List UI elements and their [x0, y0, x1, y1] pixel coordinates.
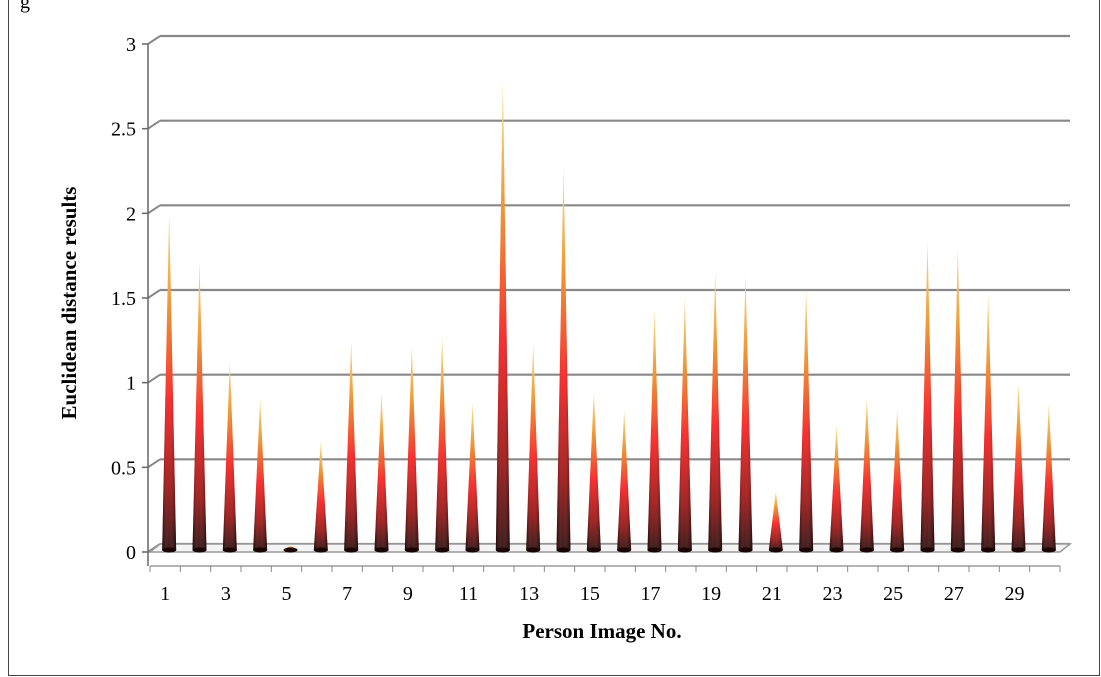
x-tick-label: 13 [519, 583, 539, 605]
bar [738, 274, 753, 553]
gridline-connector [147, 373, 161, 384]
bar [1041, 403, 1056, 553]
bar [981, 293, 996, 553]
x-tick-label: 3 [221, 583, 231, 605]
y-tick-label: 2.5 [111, 119, 136, 141]
cone-bars [162, 78, 1056, 553]
gridline-connector [147, 289, 161, 299]
chart-frame [8, 0, 1100, 676]
bar [526, 344, 541, 553]
x-tick-label: 21 [762, 583, 782, 605]
caption-fragment: g [20, 0, 30, 13]
x-tick-label: 9 [403, 583, 413, 605]
y-tick-label: 1.5 [111, 288, 136, 310]
x-tick-label: 25 [883, 583, 903, 605]
bar [374, 393, 389, 553]
bar [222, 361, 237, 553]
bar [617, 410, 632, 553]
x-tick-label: 5 [282, 583, 292, 605]
x-axis-title: Person Image No. [522, 619, 681, 643]
bar [1011, 383, 1026, 553]
y-tick-label: 2 [126, 203, 136, 225]
bar [495, 78, 510, 553]
bar [920, 241, 935, 553]
gridline-connector [147, 119, 161, 130]
y-axis-title: Euclidean distance results [57, 187, 81, 420]
x-tick-label: 17 [641, 583, 661, 605]
x-tick-label: 27 [944, 583, 964, 605]
x-tick-label: 11 [459, 583, 478, 605]
bar [313, 440, 328, 553]
bar [890, 410, 905, 553]
y-tick-label: 0 [126, 542, 136, 564]
bar [404, 346, 419, 553]
bar [192, 261, 207, 553]
bar [677, 296, 692, 553]
gridline-connector [147, 35, 161, 45]
bar [799, 288, 814, 553]
bar [859, 398, 874, 553]
bar [162, 212, 177, 553]
bar [556, 166, 571, 553]
bar [465, 403, 480, 553]
y-tick-labels: 0 0.5 1 1.5 2 2.5 3 [111, 34, 136, 564]
y-tick-label: 1 [126, 373, 136, 395]
bar [647, 308, 662, 553]
bar [586, 391, 601, 553]
bar [344, 340, 359, 553]
bar [950, 247, 965, 553]
bar [768, 491, 783, 553]
gridline-connector [147, 204, 161, 215]
x-tick-label: 7 [342, 583, 352, 605]
gridline-connector [147, 458, 161, 469]
bar [708, 271, 723, 553]
x-tick-labels: 1 3 5 7 9 11 13 15 17 19 21 23 25 27 29 [160, 583, 1024, 605]
x-tick-label: 15 [580, 583, 600, 605]
bar [829, 425, 844, 553]
x-tick-label: 1 [160, 583, 170, 605]
x-tick-label: 19 [701, 583, 721, 605]
x-tick-label: 23 [823, 583, 843, 605]
y-tick-label: 3 [126, 34, 136, 56]
x-tick-label: 29 [1005, 583, 1025, 605]
bar [435, 337, 450, 553]
bar [283, 545, 298, 553]
y-tick-label: 0.5 [111, 457, 136, 479]
bar [253, 398, 268, 553]
